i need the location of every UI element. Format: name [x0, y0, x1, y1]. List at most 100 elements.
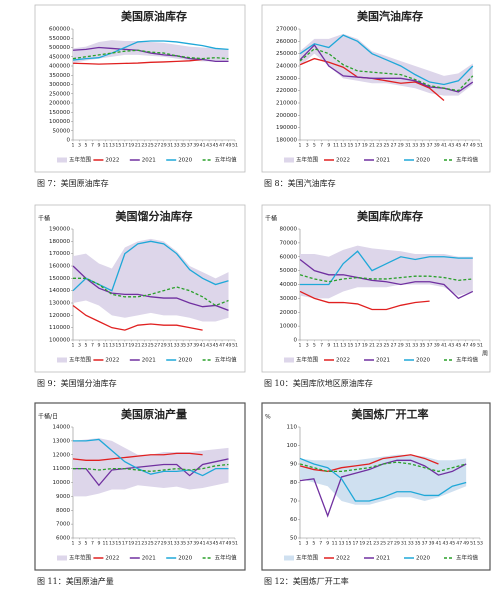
x-tick-label: 5 — [313, 143, 316, 149]
legend-label: 2022 — [336, 158, 350, 164]
x-tick-label: 25 — [148, 343, 154, 349]
x-tick-label: 25 — [148, 143, 154, 149]
x-tick-label: 25 — [383, 343, 389, 349]
x-tick-label: 7 — [319, 541, 322, 547]
x-axis-label: 周 — [482, 351, 488, 358]
legend-label: 2022 — [105, 556, 119, 562]
x-tick-label: 35 — [415, 541, 421, 547]
legend-swatch — [57, 157, 67, 163]
legend-swatch — [57, 555, 67, 561]
x-tick-label: 49 — [463, 541, 469, 547]
x-tick-label: 33 — [174, 143, 180, 149]
y-tick-label: 110000 — [49, 325, 70, 331]
x-tick-label: 15 — [115, 343, 121, 349]
y-axis-label: 千桶/日 — [38, 413, 58, 421]
y-tick-label: 50000 — [280, 268, 298, 274]
y-tick-label: 10000 — [280, 324, 298, 330]
y-axis-label: 千桶 — [38, 215, 50, 223]
x-tick-label: 1 — [299, 541, 302, 547]
x-tick-label: 33 — [412, 343, 418, 349]
x-tick-label: 27 — [154, 541, 160, 547]
chart-title: 美国原油产量 — [121, 407, 187, 421]
x-tick-label: 51 — [470, 541, 476, 547]
x-tick-label: 25 — [148, 541, 154, 547]
x-tick-label: 41 — [200, 343, 206, 349]
y-tick-label: 150000 — [49, 276, 70, 282]
x-tick-label: 25 — [380, 541, 386, 547]
series-line — [299, 457, 467, 502]
series-line — [72, 58, 203, 65]
x-tick-label: 3 — [305, 541, 308, 547]
legend-label: 五年范围 — [296, 554, 319, 562]
x-tick-label: 21 — [135, 343, 141, 349]
legend-label: 五年均值 — [456, 554, 479, 562]
y-tick-label: 180000 — [49, 239, 70, 245]
y-tick-label: 180000 — [276, 138, 297, 144]
legend-label: 2021 — [142, 556, 156, 562]
y-tick-label: 190000 — [276, 125, 297, 131]
x-tick-label: 1 — [72, 143, 75, 149]
chart-caption: 图 8：美国汽油库存 — [264, 178, 336, 188]
legend-swatch — [284, 157, 294, 163]
legend-label: 2020 — [416, 358, 430, 364]
legend-label: 2020 — [178, 556, 192, 562]
legend-label: 2021 — [376, 158, 390, 164]
x-tick-label: 47 — [219, 143, 225, 149]
x-tick-label: 21 — [369, 343, 375, 349]
chart-caption: 图 11：美国原油产量 — [37, 576, 114, 586]
x-tick-label: 41 — [441, 343, 447, 349]
x-tick-label: 3 — [78, 541, 81, 547]
x-tick-label: 15 — [115, 143, 121, 149]
x-tick-label: 23 — [376, 343, 382, 349]
series-line — [72, 49, 229, 60]
chart-caption: 图 9：美国馏分油库存 — [37, 378, 117, 388]
x-tick-label: 13 — [340, 343, 346, 349]
x-tick-label: 33 — [174, 541, 180, 547]
x-tick-label: 41 — [200, 143, 206, 149]
x-tick-label: 7 — [91, 143, 94, 149]
x-tick-label: 13 — [339, 541, 345, 547]
y-tick-label: 12000 — [53, 452, 71, 458]
x-tick-label: 19 — [359, 541, 365, 547]
x-tick-label: 45 — [213, 343, 219, 349]
y-tick-label: 14000 — [53, 425, 71, 431]
y-tick-label: 200000 — [276, 113, 297, 119]
series-line — [299, 290, 430, 311]
x-tick-label: 35 — [419, 343, 425, 349]
series-line — [299, 454, 439, 473]
y-tick-label: 240000 — [276, 64, 297, 70]
range-band — [73, 238, 229, 322]
x-tick-label: 17 — [352, 541, 358, 547]
x-tick-label: 47 — [463, 143, 469, 149]
series-line — [72, 265, 229, 312]
x-tick-label: 31 — [167, 343, 173, 349]
y-tick-label: 350000 — [49, 73, 70, 79]
x-tick-label: 11 — [102, 343, 108, 349]
x-tick-label: 37 — [187, 541, 193, 547]
x-tick-label: 19 — [128, 541, 134, 547]
legend-label: 五年均值 — [215, 356, 238, 364]
x-tick-label: 3 — [306, 143, 309, 149]
x-tick-label: 47 — [219, 343, 225, 349]
x-tick-label: 39 — [193, 143, 199, 149]
x-tick-label: 5 — [312, 541, 315, 547]
x-tick-label: 43 — [206, 541, 212, 547]
legend-label: 2020 — [416, 556, 430, 562]
x-tick-label: 41 — [436, 541, 442, 547]
legend-label: 2022 — [336, 556, 350, 562]
x-tick-label: 9 — [326, 541, 329, 547]
y-tick-label: 50000 — [53, 128, 71, 134]
x-tick-label: 33 — [174, 343, 180, 349]
x-tick-label: 39 — [193, 541, 199, 547]
x-tick-label: 51 — [232, 541, 238, 547]
x-tick-label: 17 — [355, 343, 361, 349]
x-tick-label: 11 — [333, 343, 339, 349]
legend-label: 2020 — [416, 158, 430, 164]
series-line — [299, 461, 467, 473]
series-line — [299, 274, 473, 283]
x-tick-label: 1 — [72, 541, 75, 547]
y-tick-label: 550000 — [49, 36, 70, 42]
x-tick-label: 3 — [306, 343, 309, 349]
y-tick-label: 230000 — [276, 76, 297, 82]
x-tick-label: 5 — [84, 541, 87, 547]
